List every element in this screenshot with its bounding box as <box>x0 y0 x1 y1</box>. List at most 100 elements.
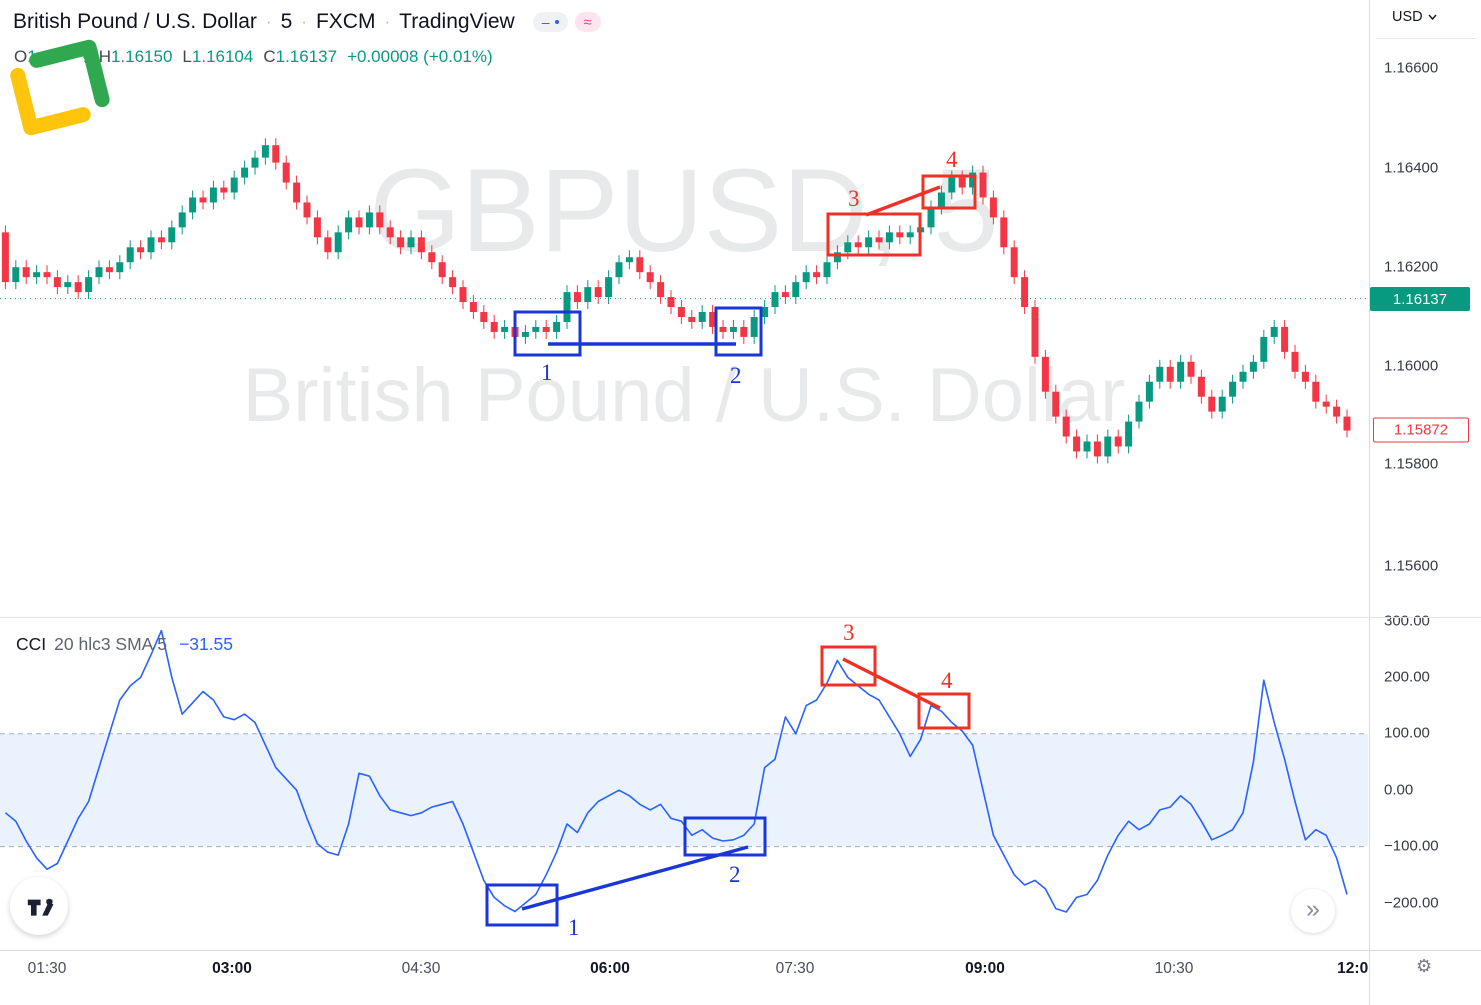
annotation-label: 3 <box>848 186 860 211</box>
candle-body <box>688 317 696 322</box>
candle-body <box>324 237 332 253</box>
candle-body <box>490 321 498 332</box>
time-axis[interactable]: 01:30 03:00 04:30 06:00 07:30 09:00 10:30 12:00 <box>0 951 1368 1005</box>
candle-body <box>386 227 394 238</box>
candle-body <box>906 232 914 238</box>
scroll-right-button[interactable]: » <box>1291 889 1335 933</box>
candle-body <box>126 247 134 263</box>
candle-body <box>220 187 228 193</box>
candle-body <box>480 312 488 322</box>
candle-body <box>958 177 966 188</box>
candle-body <box>729 326 737 332</box>
candle-body <box>251 157 259 168</box>
exchange-label[interactable]: FXCM <box>315 10 376 33</box>
annotation-box <box>820 645 877 687</box>
chart-canvas[interactable]: 1 2 3 4 1 2 3 4 <box>0 0 1368 950</box>
candle-body <box>844 242 852 253</box>
candle-body <box>22 267 30 278</box>
candle-body <box>1125 421 1133 447</box>
open-label: O <box>14 47 28 66</box>
candle-body <box>397 237 405 248</box>
candle-body <box>417 237 425 253</box>
candle-body <box>667 297 675 308</box>
candle-body <box>303 202 311 218</box>
symbol-title[interactable]: British Pound / U.S. Dollar <box>13 10 257 33</box>
symbol-title-row: British Pound / U.S. Dollar · 5 · FXCM ·… <box>13 10 601 34</box>
candle-body <box>272 145 280 163</box>
separator-dot: · <box>265 12 272 31</box>
interval-label[interactable]: 5 <box>280 10 293 33</box>
candle-body <box>709 312 717 327</box>
candle-body <box>1000 217 1008 248</box>
candle-body <box>542 326 550 332</box>
cci-indicator-legend[interactable]: CCI 20 hlc3 SMA 5 −31.55 <box>16 634 233 655</box>
time-tick: 09:00 <box>965 960 1005 977</box>
time-tick: 12:00 <box>1337 960 1368 977</box>
candle-body <box>1062 416 1070 437</box>
annotation-box <box>485 883 559 927</box>
candle-body <box>501 326 509 332</box>
candle-body <box>189 197 197 213</box>
separator-dot: · <box>384 12 391 31</box>
candle-body <box>792 282 800 298</box>
gear-icon[interactable]: ⚙ <box>1416 956 1433 976</box>
axis-divider <box>1376 38 1476 39</box>
time-tick: 06:00 <box>590 960 630 977</box>
candle-body <box>469 302 477 313</box>
candle-body <box>261 145 269 158</box>
close-label: C <box>263 47 276 66</box>
candle-body <box>1156 366 1164 382</box>
candle-body <box>1281 326 1289 352</box>
candle-body <box>116 262 124 273</box>
close-value: 1.16137 <box>275 47 338 66</box>
cci-tick: −200.00 <box>1384 894 1439 912</box>
platform-label[interactable]: TradingView <box>399 10 515 33</box>
candle-body <box>1343 416 1351 431</box>
cci-value: −31.55 <box>179 634 234 654</box>
candle-body <box>137 247 145 253</box>
annotation-box <box>917 692 971 730</box>
current-price-tag: 1.16137 <box>1370 287 1470 311</box>
annotation-line <box>521 845 749 911</box>
annotation-label: 3 <box>843 620 855 645</box>
candle-body <box>438 262 446 278</box>
price-axis[interactable]: USD 1.16137 1.15872 ⚙ 1.16600 1.16400 1.16… <box>1369 0 1481 1005</box>
candle-body <box>241 167 249 178</box>
candle-body <box>1104 436 1112 457</box>
pane-divider[interactable] <box>0 617 1481 618</box>
candle-body <box>969 172 977 188</box>
candle-body <box>428 252 436 263</box>
candle-body <box>1083 441 1091 452</box>
tradingview-logo-button[interactable] <box>10 877 68 935</box>
candle-body <box>854 242 862 248</box>
candle-body <box>615 262 623 278</box>
candle-body <box>761 307 769 317</box>
annotation-box <box>513 310 582 357</box>
candle-body <box>740 326 748 337</box>
cci-params: 20 hlc3 SMA 5 <box>54 634 167 654</box>
time-tick: 07:30 <box>775 960 815 977</box>
candle-body <box>282 162 290 183</box>
candle-body <box>168 227 176 243</box>
currency-dropdown[interactable]: USD <box>1392 9 1437 25</box>
candle-body <box>677 307 685 317</box>
wave-toggle-button[interactable]: ≈ <box>574 12 601 32</box>
dot-indicator <box>554 20 559 24</box>
candle-body <box>937 192 945 208</box>
cci-tick: 0.00 <box>1384 781 1414 799</box>
candle-body <box>1114 436 1122 447</box>
collapse-toggle-button[interactable]: ‒ <box>532 12 568 32</box>
candle-body <box>521 331 529 337</box>
candle-body <box>1208 396 1216 412</box>
change-value: +0.00008 (+0.01%) <box>347 47 493 66</box>
candle-body <box>636 257 644 273</box>
chart-header: British Pound / U.S. Dollar · 5 · FXCM ·… <box>13 10 601 67</box>
cci-line <box>4 629 1348 913</box>
last-price-tag: 1.15872 <box>1373 417 1469 443</box>
time-tick: 01:30 <box>27 960 67 977</box>
candle-body <box>209 187 217 203</box>
annotation-box <box>921 174 977 210</box>
candle-body <box>553 321 561 332</box>
candle-body <box>85 277 93 293</box>
